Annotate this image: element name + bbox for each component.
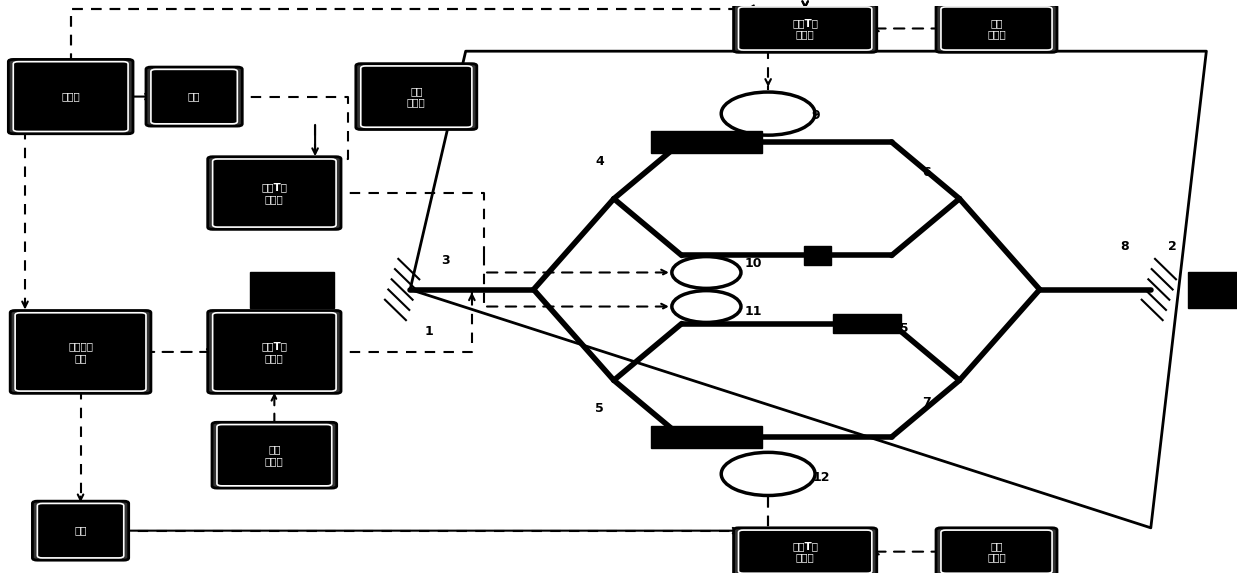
FancyBboxPatch shape bbox=[32, 501, 129, 560]
Text: 9: 9 bbox=[811, 109, 820, 122]
FancyBboxPatch shape bbox=[739, 7, 872, 50]
FancyBboxPatch shape bbox=[734, 528, 877, 575]
Text: 8: 8 bbox=[1120, 240, 1128, 253]
FancyBboxPatch shape bbox=[37, 503, 124, 558]
FancyBboxPatch shape bbox=[739, 530, 872, 573]
FancyBboxPatch shape bbox=[361, 66, 472, 127]
Bar bbox=[804, 247, 831, 264]
Text: 第二
直流源: 第二 直流源 bbox=[987, 18, 1006, 39]
Text: 11: 11 bbox=[745, 305, 763, 318]
Text: 13: 13 bbox=[670, 141, 687, 153]
FancyBboxPatch shape bbox=[10, 310, 151, 393]
FancyBboxPatch shape bbox=[941, 7, 1052, 50]
FancyBboxPatch shape bbox=[212, 313, 336, 391]
FancyBboxPatch shape bbox=[146, 67, 242, 126]
FancyBboxPatch shape bbox=[207, 157, 341, 229]
FancyBboxPatch shape bbox=[356, 64, 477, 130]
Text: 第四T型
偏器器: 第四T型 偏器器 bbox=[792, 541, 818, 562]
FancyBboxPatch shape bbox=[14, 62, 128, 131]
Bar bbox=[249, 272, 334, 308]
Bar bbox=[1188, 272, 1240, 308]
FancyBboxPatch shape bbox=[941, 530, 1052, 573]
Text: 2: 2 bbox=[1168, 240, 1177, 253]
Text: 第一T型
偏器器: 第一T型 偏器器 bbox=[792, 18, 818, 39]
FancyBboxPatch shape bbox=[15, 313, 146, 391]
Text: 信号源: 信号源 bbox=[61, 92, 81, 101]
FancyBboxPatch shape bbox=[9, 59, 133, 134]
Text: 取反: 取反 bbox=[74, 526, 87, 536]
FancyBboxPatch shape bbox=[212, 422, 337, 488]
Bar bbox=[651, 131, 761, 153]
Text: 14: 14 bbox=[670, 435, 687, 449]
Text: 15: 15 bbox=[892, 322, 909, 335]
Text: 1: 1 bbox=[425, 325, 434, 338]
Text: 取反: 取反 bbox=[188, 92, 201, 101]
Text: 第二
直流源: 第二 直流源 bbox=[407, 86, 425, 107]
FancyBboxPatch shape bbox=[151, 69, 237, 124]
Text: 第三
直流源: 第三 直流源 bbox=[265, 445, 284, 466]
Text: 第三T型
偏器器: 第三T型 偏器器 bbox=[262, 341, 288, 363]
FancyBboxPatch shape bbox=[734, 5, 877, 52]
FancyBboxPatch shape bbox=[207, 310, 341, 393]
Bar bbox=[651, 426, 761, 448]
Text: 10: 10 bbox=[745, 257, 763, 270]
Text: 3: 3 bbox=[441, 254, 450, 267]
Text: 第二T型
偏器器: 第二T型 偏器器 bbox=[262, 182, 288, 204]
FancyBboxPatch shape bbox=[217, 425, 332, 486]
Text: 5: 5 bbox=[595, 401, 604, 415]
Text: 希尔伯特
变换: 希尔伯特 变换 bbox=[68, 341, 93, 363]
Text: 6: 6 bbox=[923, 166, 931, 179]
Text: 第四
直流源: 第四 直流源 bbox=[987, 541, 1006, 562]
Text: 12: 12 bbox=[812, 471, 830, 484]
FancyBboxPatch shape bbox=[212, 159, 336, 227]
Text: 7: 7 bbox=[923, 396, 931, 409]
Text: 4: 4 bbox=[595, 155, 604, 168]
FancyBboxPatch shape bbox=[936, 5, 1056, 52]
Bar bbox=[833, 314, 900, 332]
FancyBboxPatch shape bbox=[936, 528, 1056, 575]
